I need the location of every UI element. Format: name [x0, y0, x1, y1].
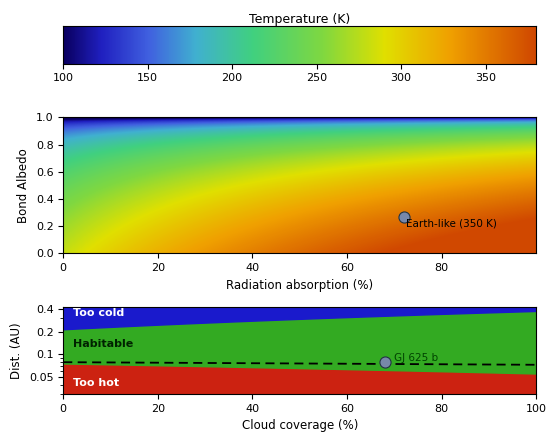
Text: Habitable: Habitable [73, 339, 133, 349]
Y-axis label: Bond Albedo: Bond Albedo [17, 148, 30, 223]
Text: Earth-like (350 K): Earth-like (350 K) [406, 219, 497, 229]
Title: Temperature (K): Temperature (K) [249, 13, 350, 26]
Text: Too hot: Too hot [73, 378, 119, 388]
X-axis label: Radiation absorption (%): Radiation absorption (%) [226, 279, 373, 292]
Text: Too cold: Too cold [73, 308, 124, 318]
Y-axis label: Dist. (AU): Dist. (AU) [10, 322, 23, 379]
Text: GJ 625 b: GJ 625 b [394, 352, 438, 362]
X-axis label: Cloud coverage (%): Cloud coverage (%) [241, 419, 358, 432]
